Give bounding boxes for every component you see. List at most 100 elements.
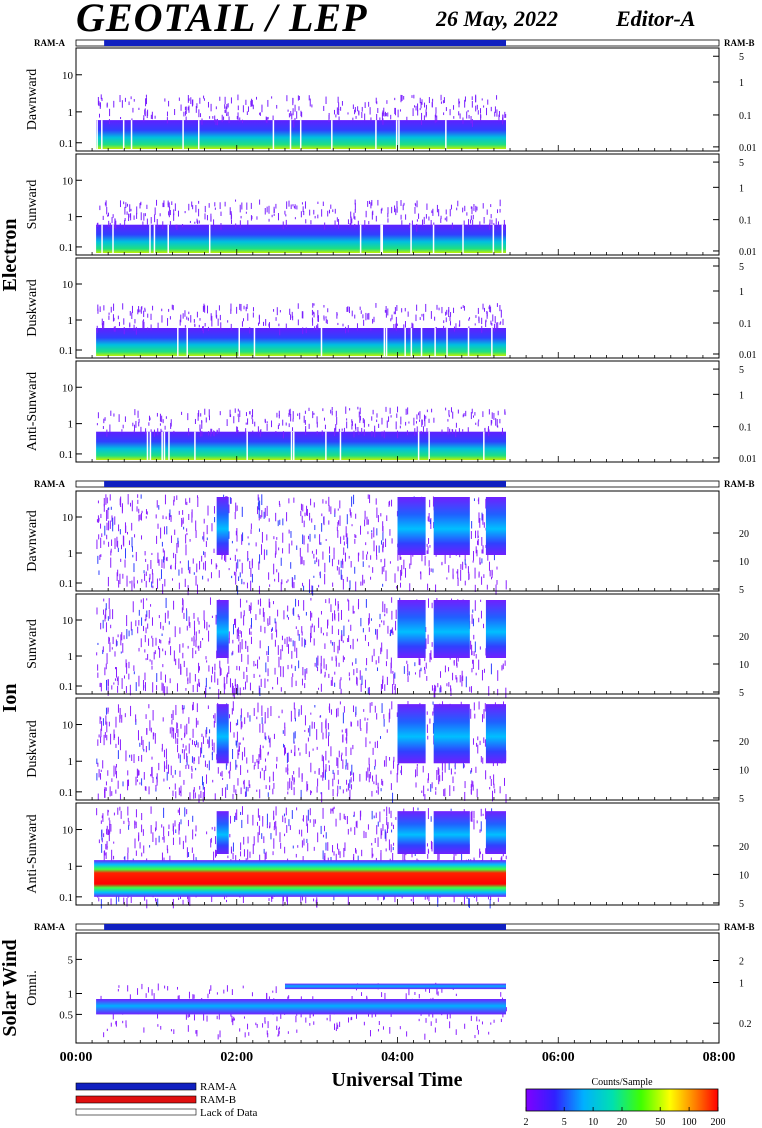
count-speck — [370, 555, 372, 560]
count-speck — [354, 223, 356, 228]
count-speck — [425, 303, 427, 312]
count-speck — [324, 573, 326, 585]
count-speck — [123, 635, 125, 640]
count-speck — [110, 550, 112, 556]
count-speck — [359, 773, 361, 782]
count-speck — [372, 318, 374, 324]
count-speck — [449, 785, 451, 796]
count-speck — [328, 765, 330, 771]
count-speck — [405, 421, 407, 426]
count-speck — [300, 893, 302, 903]
count-speck — [482, 203, 484, 209]
count-speck — [170, 535, 172, 543]
count-speck — [141, 812, 143, 821]
count-speck — [343, 625, 345, 637]
count-speck — [119, 529, 121, 535]
count-speck — [169, 221, 171, 226]
count-speck — [150, 774, 152, 777]
count-speck — [112, 517, 114, 526]
count-speck — [434, 316, 436, 321]
count-speck — [309, 512, 311, 518]
count-speck — [220, 223, 222, 230]
count-speck — [252, 754, 254, 763]
count-speck — [259, 554, 261, 564]
ion-burst-region — [397, 811, 426, 854]
count-speck — [263, 549, 265, 560]
y-right-tick-label: 10 — [739, 870, 749, 881]
count-speck — [285, 807, 287, 816]
count-speck — [350, 645, 352, 649]
count-speck — [501, 856, 503, 863]
count-speck — [339, 851, 341, 858]
count-speck — [370, 202, 372, 209]
count-speck — [317, 214, 319, 219]
count-speck — [305, 429, 307, 435]
count-speck — [390, 770, 392, 775]
count-speck — [425, 415, 427, 419]
count-speck — [371, 847, 373, 859]
data-gap-line — [101, 120, 103, 149]
count-speck — [396, 305, 398, 311]
count-speck — [121, 100, 123, 108]
count-speck — [361, 112, 363, 119]
count-speck — [198, 756, 200, 765]
count-speck — [171, 201, 173, 205]
count-speck — [375, 660, 377, 665]
count-speck — [110, 824, 112, 832]
count-speck — [472, 659, 474, 670]
count-speck — [183, 705, 185, 710]
count-speck — [100, 523, 102, 529]
count-speck — [430, 816, 432, 822]
count-speck — [305, 897, 307, 904]
count-speck — [226, 784, 228, 790]
count-speck — [247, 313, 249, 321]
count-speck — [462, 414, 464, 418]
count-speck — [296, 807, 298, 811]
count-speck — [162, 625, 164, 631]
count-speck — [399, 1026, 401, 1030]
count-speck — [217, 678, 219, 686]
count-speck — [337, 843, 339, 850]
count-speck — [463, 220, 465, 226]
count-speck — [312, 303, 314, 308]
count-speck — [203, 303, 205, 310]
count-speck — [338, 662, 340, 667]
count-speck — [297, 95, 299, 101]
count-speck — [106, 102, 108, 107]
count-speck — [249, 411, 251, 415]
count-speck — [211, 739, 213, 747]
count-speck — [406, 1031, 408, 1037]
panel-label: Duskward — [25, 279, 40, 337]
count-speck — [278, 500, 280, 505]
count-speck — [365, 771, 367, 781]
count-speck — [304, 683, 306, 689]
data-gap-line — [385, 328, 388, 356]
count-speck — [384, 992, 386, 1000]
count-speck — [357, 220, 359, 226]
count-speck — [362, 561, 364, 567]
count-speck — [277, 213, 279, 221]
count-speck — [432, 568, 434, 573]
count-speck — [287, 109, 289, 112]
count-speck — [133, 671, 135, 675]
count-speck — [111, 778, 113, 782]
count-speck — [182, 899, 184, 905]
y-right-tick-label: 0.1 — [739, 111, 752, 122]
count-speck — [502, 117, 504, 125]
count-speck — [193, 612, 195, 619]
count-speck — [129, 310, 131, 316]
count-speck — [150, 429, 152, 433]
count-speck — [387, 822, 389, 829]
count-speck — [427, 634, 429, 645]
count-speck — [230, 323, 232, 331]
count-speck — [359, 719, 361, 729]
count-speck — [173, 499, 175, 506]
count-speck — [108, 829, 110, 835]
count-speck — [400, 582, 402, 588]
count-speck — [121, 714, 123, 723]
count-speck — [432, 496, 434, 507]
count-speck — [109, 642, 111, 652]
count-speck — [134, 319, 136, 324]
count-speck — [184, 210, 186, 214]
count-speck — [275, 203, 277, 209]
